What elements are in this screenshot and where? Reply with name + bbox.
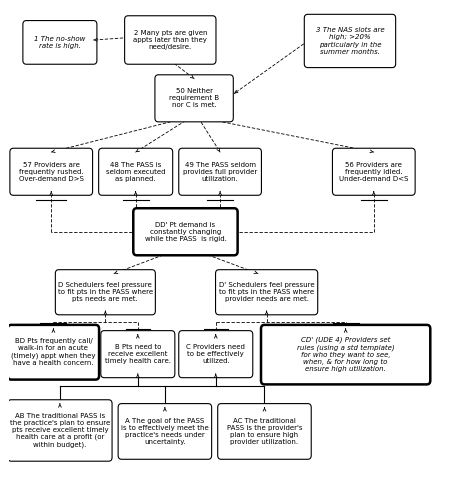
- FancyBboxPatch shape: [23, 20, 97, 64]
- FancyBboxPatch shape: [8, 325, 99, 380]
- Text: 48 The PASS is
seldom executed
as planned.: 48 The PASS is seldom executed as planne…: [106, 162, 166, 182]
- FancyBboxPatch shape: [218, 404, 311, 460]
- FancyBboxPatch shape: [332, 148, 415, 196]
- FancyBboxPatch shape: [118, 404, 212, 460]
- Text: A The goal of the PASS
is to effectively meet the
practice's needs under
uncerta: A The goal of the PASS is to effectively…: [121, 418, 209, 445]
- FancyBboxPatch shape: [155, 75, 233, 122]
- Text: DD' Pt demand is
constantly changing
while the PASS  is rigid.: DD' Pt demand is constantly changing whi…: [144, 222, 226, 242]
- Text: CD' (UDE 4) Providers set
rules (using a std template)
for who they want to see,: CD' (UDE 4) Providers set rules (using a…: [297, 337, 395, 372]
- Text: 3 The NAS slots are
high; >20%
particularly in the
summer months.: 3 The NAS slots are high; >20% particula…: [316, 28, 384, 54]
- FancyBboxPatch shape: [55, 270, 155, 315]
- FancyBboxPatch shape: [179, 330, 253, 378]
- FancyBboxPatch shape: [179, 148, 262, 196]
- Text: C Providers need
to be effectively
utilized.: C Providers need to be effectively utili…: [186, 344, 245, 364]
- Text: AB The traditional PASS is
the practice's plan to ensure
pts receive excellent t: AB The traditional PASS is the practice'…: [10, 413, 110, 448]
- Text: 50 Neither
requirement B
nor C is met.: 50 Neither requirement B nor C is met.: [169, 88, 219, 108]
- Text: 1 The no-show
rate is high.: 1 The no-show rate is high.: [34, 36, 86, 49]
- Text: D Schedulers feel pressure
to fit pts in the PASS where
pts needs are met.: D Schedulers feel pressure to fit pts in…: [58, 282, 153, 302]
- FancyBboxPatch shape: [8, 400, 112, 461]
- FancyBboxPatch shape: [133, 208, 238, 256]
- FancyBboxPatch shape: [124, 16, 216, 64]
- Text: D' Schedulers feel pressure
to fit pts in the PASS where
provider needs are met.: D' Schedulers feel pressure to fit pts i…: [219, 282, 314, 302]
- FancyBboxPatch shape: [101, 330, 175, 378]
- Text: AC The traditional
PASS is the provider's
plan to ensure high
provider utilizati: AC The traditional PASS is the provider'…: [227, 418, 302, 445]
- FancyBboxPatch shape: [304, 14, 396, 68]
- Text: B Pts need to
receive excellent
timely health care.: B Pts need to receive excellent timely h…: [105, 344, 171, 364]
- FancyBboxPatch shape: [99, 148, 173, 196]
- Text: 49 The PASS seldom
provides full provider
utilization.: 49 The PASS seldom provides full provide…: [183, 162, 257, 182]
- FancyBboxPatch shape: [216, 270, 318, 315]
- FancyBboxPatch shape: [10, 148, 92, 196]
- FancyBboxPatch shape: [261, 325, 430, 384]
- Text: 2 Many pts are given
appts later than they
need/desire.: 2 Many pts are given appts later than th…: [133, 30, 207, 50]
- Text: BD Pts frequently call/
walk-in for an acute
(timely) appt when they
have a heal: BD Pts frequently call/ walk-in for an a…: [11, 338, 96, 366]
- Text: 57 Providers are
frequently rushed.
Over-demand D>S: 57 Providers are frequently rushed. Over…: [19, 162, 84, 182]
- Text: 56 Providers are
frequently idled.
Under-demand D<S: 56 Providers are frequently idled. Under…: [339, 162, 409, 182]
